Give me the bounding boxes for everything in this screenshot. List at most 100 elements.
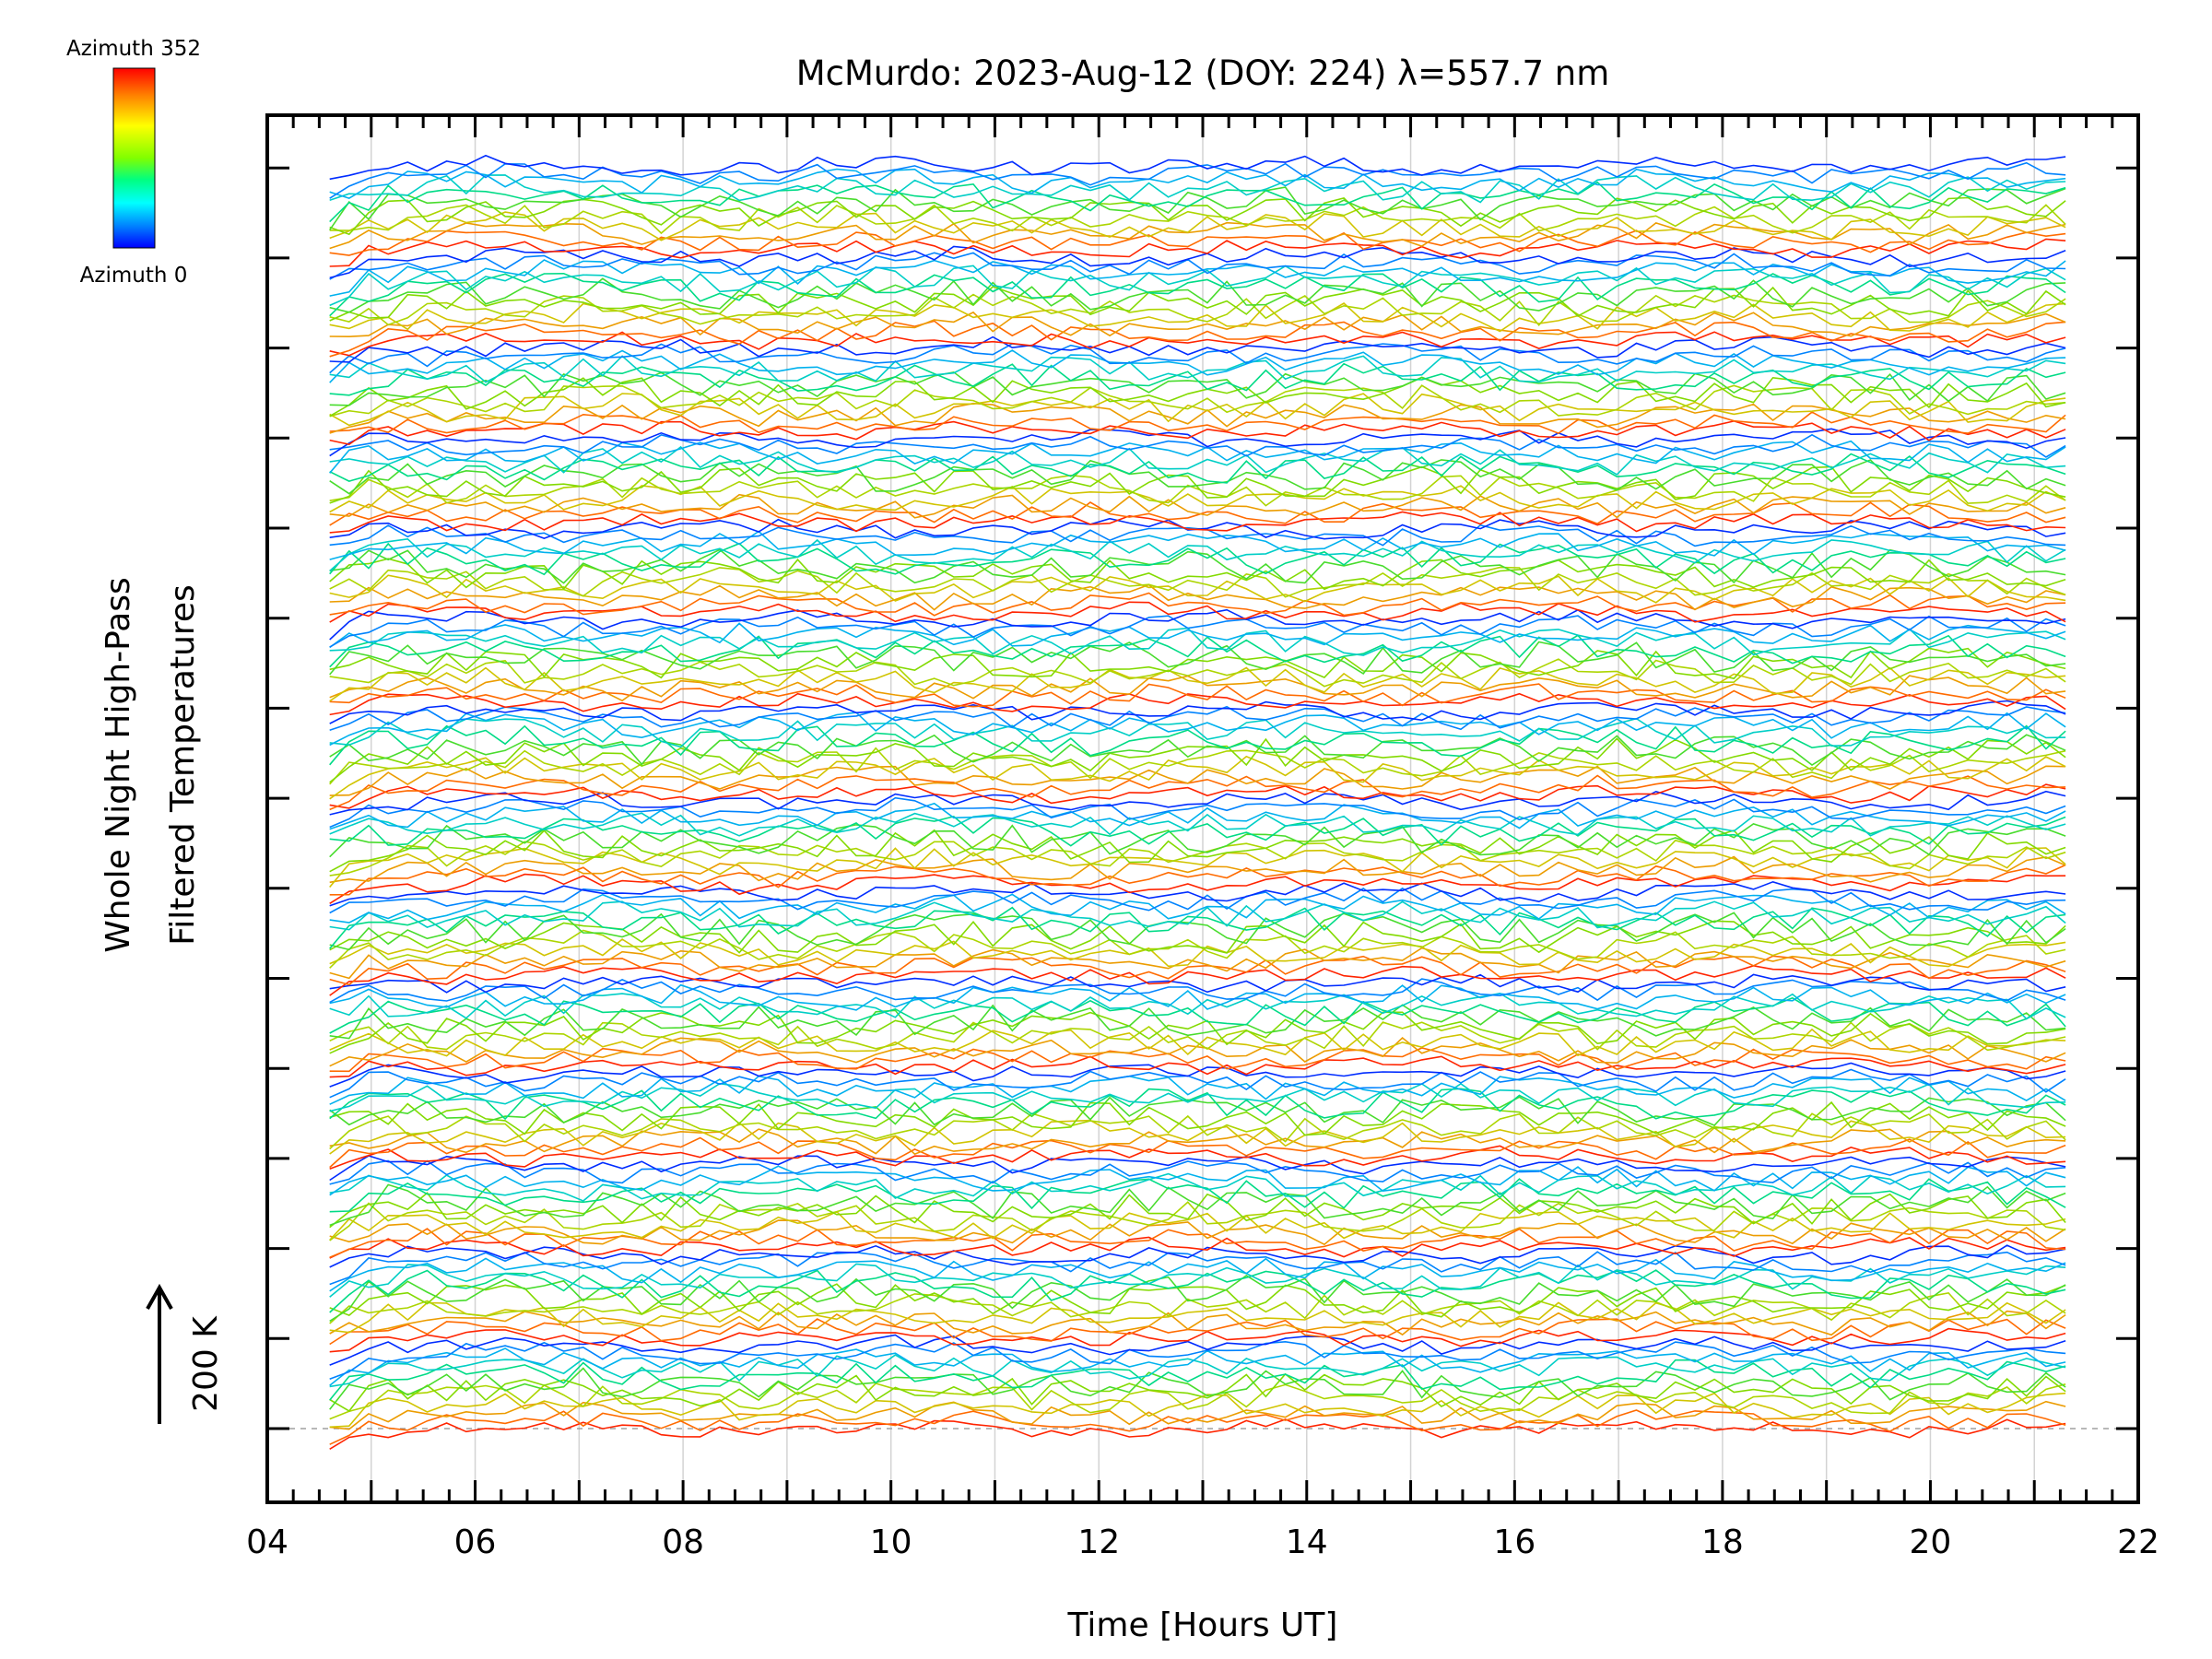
azimuth-trace xyxy=(329,1192,2066,1229)
azimuth-trace xyxy=(329,1004,2066,1040)
azimuth-trace xyxy=(329,154,2066,181)
azimuth-trace xyxy=(329,996,2066,1034)
azimuth-trace xyxy=(329,445,2066,476)
azimuth-trace xyxy=(329,1055,2066,1078)
colorbar-top-label: Azimuth 352 xyxy=(66,37,201,61)
azimuth-trace xyxy=(329,181,2066,223)
azimuth-trace xyxy=(329,168,2066,199)
azimuth-trace xyxy=(329,705,2066,732)
azimuth-trace xyxy=(329,647,2066,680)
azimuth-trace xyxy=(329,855,2066,884)
azimuth-trace xyxy=(329,978,2066,1004)
azimuth-trace xyxy=(329,1283,2066,1318)
azimuth-trace xyxy=(329,929,2066,969)
azimuth-trace xyxy=(329,1088,2066,1121)
azimuth-trace xyxy=(329,641,2066,676)
azimuth-trace xyxy=(329,1372,2066,1413)
x-tick-label: 08 xyxy=(662,1524,704,1561)
azimuth-trace xyxy=(329,724,2066,766)
azimuth-trace xyxy=(329,252,2066,280)
azimuth-trace xyxy=(329,1251,2066,1286)
azimuth-trace xyxy=(329,717,2066,748)
azimuth-trace xyxy=(329,1159,2066,1185)
azimuth-trace xyxy=(329,402,2066,434)
azimuth-trace xyxy=(329,1347,2066,1386)
azimuth-trace xyxy=(329,1183,2066,1227)
azimuth-trace xyxy=(329,474,2066,507)
azimuth-trace xyxy=(329,783,2066,809)
axis-ticks xyxy=(265,115,2140,1502)
azimuth-trace xyxy=(329,615,2066,648)
y-axis-label-line1: Whole Night High-Pass xyxy=(100,577,137,953)
azimuth-trace xyxy=(329,355,2066,383)
azimuth-trace xyxy=(329,1392,2066,1429)
azimuth-trace xyxy=(329,259,2066,297)
x-tick-label: 06 xyxy=(454,1524,497,1561)
azimuth-trace xyxy=(329,493,2066,519)
azimuth-trace xyxy=(329,1011,2066,1054)
azimuth-trace xyxy=(329,1068,2066,1099)
scale-arrow-head xyxy=(146,1283,173,1310)
azimuth-trace xyxy=(329,887,2066,914)
azimuth-trace xyxy=(329,362,2066,396)
azimuth-trace xyxy=(329,658,2066,688)
azimuth-trace xyxy=(329,293,2066,327)
azimuth-trace xyxy=(329,411,2066,434)
azimuth-trace xyxy=(329,453,2066,484)
azimuth-trace xyxy=(329,542,2066,576)
azimuth-trace xyxy=(329,1165,2066,1196)
azimuth-trace xyxy=(329,755,2066,800)
azimuth-trace xyxy=(329,583,2066,611)
azimuth-trace xyxy=(329,428,2066,457)
azimuth-trace xyxy=(329,245,2066,279)
azimuth-trace xyxy=(329,465,2066,504)
azimuth-trace xyxy=(329,1409,2066,1445)
azimuth-trace xyxy=(329,1382,2066,1420)
azimuth-trace xyxy=(329,802,2066,830)
azimuth-trace xyxy=(329,1359,2066,1401)
azimuth-trace xyxy=(329,692,2066,716)
azimuth-trace xyxy=(329,1418,2066,1450)
scale-label: 200 K xyxy=(187,1315,225,1412)
azimuth-trace xyxy=(329,1269,2066,1313)
azimuth-trace xyxy=(329,790,2066,816)
azimuth-trace xyxy=(329,627,2066,656)
azimuth-trace xyxy=(329,1037,2066,1067)
azimuth-trace xyxy=(329,847,2066,888)
azimuth-trace xyxy=(329,286,2066,322)
azimuth-trace xyxy=(329,566,2066,598)
azimuth-trace xyxy=(329,343,2066,374)
azimuth-trace xyxy=(329,511,2066,534)
azimuth-trace xyxy=(329,393,2066,427)
azimuth-trace xyxy=(329,1112,2066,1150)
azimuth-trace xyxy=(329,1340,2066,1380)
azimuth-trace xyxy=(329,1219,2066,1246)
azimuth-trace xyxy=(329,1136,2066,1169)
x-tick-label: 18 xyxy=(1701,1524,1744,1561)
x-tick-labels: 04 06 08 10 12 14 16 18 20 22 xyxy=(246,1524,2159,1561)
azimuth-trace xyxy=(329,1367,2066,1410)
azimuth-trace xyxy=(329,420,2066,446)
azimuth-trace xyxy=(329,906,2066,949)
azimuth-trace xyxy=(329,265,2066,307)
azimuth-trace xyxy=(329,1172,2066,1202)
azimuth-trace xyxy=(329,829,2066,873)
azimuth-trace xyxy=(329,1119,2066,1155)
azimuth-trace xyxy=(329,1155,2066,1182)
azimuth-trace xyxy=(329,1028,2066,1057)
azimuth-trace xyxy=(329,839,2066,877)
x-tick-label: 20 xyxy=(1910,1524,1952,1561)
azimuth-trace xyxy=(329,712,2066,747)
data-traces xyxy=(329,154,2066,1450)
azimuth-trace xyxy=(329,964,2066,996)
azimuth-trace xyxy=(329,1327,2066,1353)
x-tick-label: 12 xyxy=(1077,1524,1120,1561)
colorbar-gradient xyxy=(112,67,156,249)
azimuth-trace xyxy=(329,608,2066,641)
azimuth-trace xyxy=(329,1318,2066,1346)
azimuth-trace xyxy=(329,634,2066,668)
azimuth-trace xyxy=(329,229,2066,256)
azimuth-trace xyxy=(329,277,2066,313)
azimuth-trace xyxy=(329,1310,2066,1336)
